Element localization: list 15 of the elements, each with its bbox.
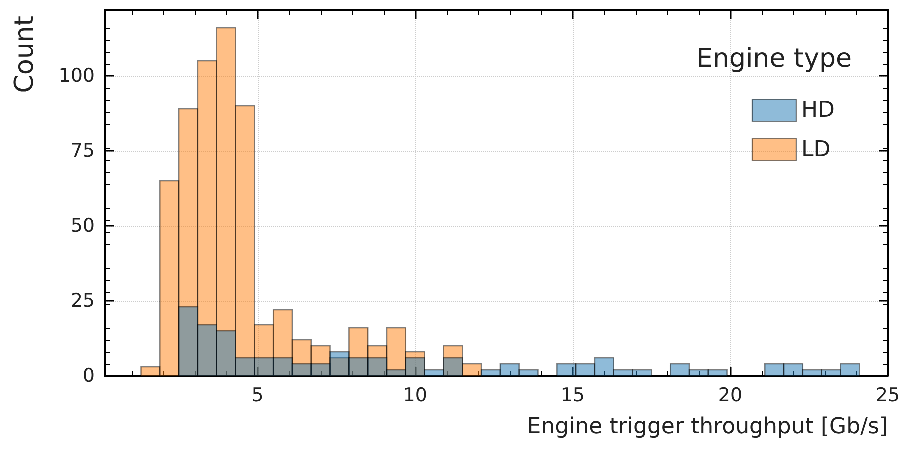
y-tick-label: 100	[58, 65, 95, 87]
legend-title: Engine type	[696, 44, 852, 74]
y-tick-label: 50	[70, 215, 95, 237]
x-tick-label: 5	[252, 384, 264, 406]
y-tick-label: 25	[70, 290, 95, 312]
y-tick-label: 75	[70, 140, 95, 162]
x-axis-title: Engine trigger throughput [Gb/s]	[527, 414, 888, 440]
legend-label: LD	[802, 137, 831, 162]
x-tick-label: 20	[718, 384, 743, 406]
x-tick-label: 10	[403, 384, 428, 406]
x-tick-label: 15	[560, 384, 586, 406]
y-axis-title: Count	[10, 16, 40, 94]
x-tick-label: 25	[876, 384, 900, 406]
legend-label: HD	[802, 98, 835, 124]
y-tick-label: 0	[82, 365, 95, 387]
